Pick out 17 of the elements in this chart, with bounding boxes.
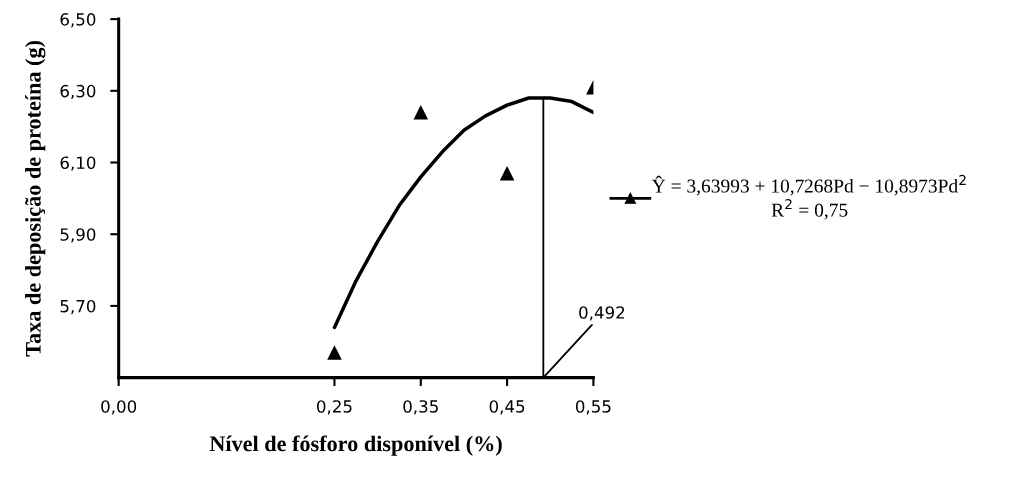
x-tick-label: 0,45 bbox=[489, 400, 525, 415]
point bbox=[499, 165, 515, 181]
y-tick-label: 6,10 bbox=[60, 156, 96, 171]
y-tick-label: 6,30 bbox=[60, 84, 96, 100]
point bbox=[413, 105, 429, 120]
x-tick-label: 0,55 bbox=[575, 400, 611, 415]
y-tick-label: 5,90 bbox=[60, 228, 96, 243]
x-tick-label: 0,00 bbox=[101, 400, 137, 415]
y-axis-title: Taxa de deposição de proteína (g) bbox=[25, 40, 46, 357]
y-tick-label: 5,70 bbox=[60, 299, 96, 315]
x-tick-label: 0,25 bbox=[317, 400, 352, 415]
text: Ŷ = 3,63993 + 10,7268Pd − 10,8973Pd$^{2}$ R$^{2}$ = 0,75 bbox=[651, 174, 966, 220]
point bbox=[327, 345, 342, 360]
x-axis-title: Nível de fósforo disponível (%) bbox=[209, 435, 502, 456]
x-tick-label: 0,35 bbox=[403, 400, 438, 415]
y-tick-label: 6,50 bbox=[60, 13, 96, 28]
ref-line-label: 0,492 bbox=[579, 306, 625, 321]
